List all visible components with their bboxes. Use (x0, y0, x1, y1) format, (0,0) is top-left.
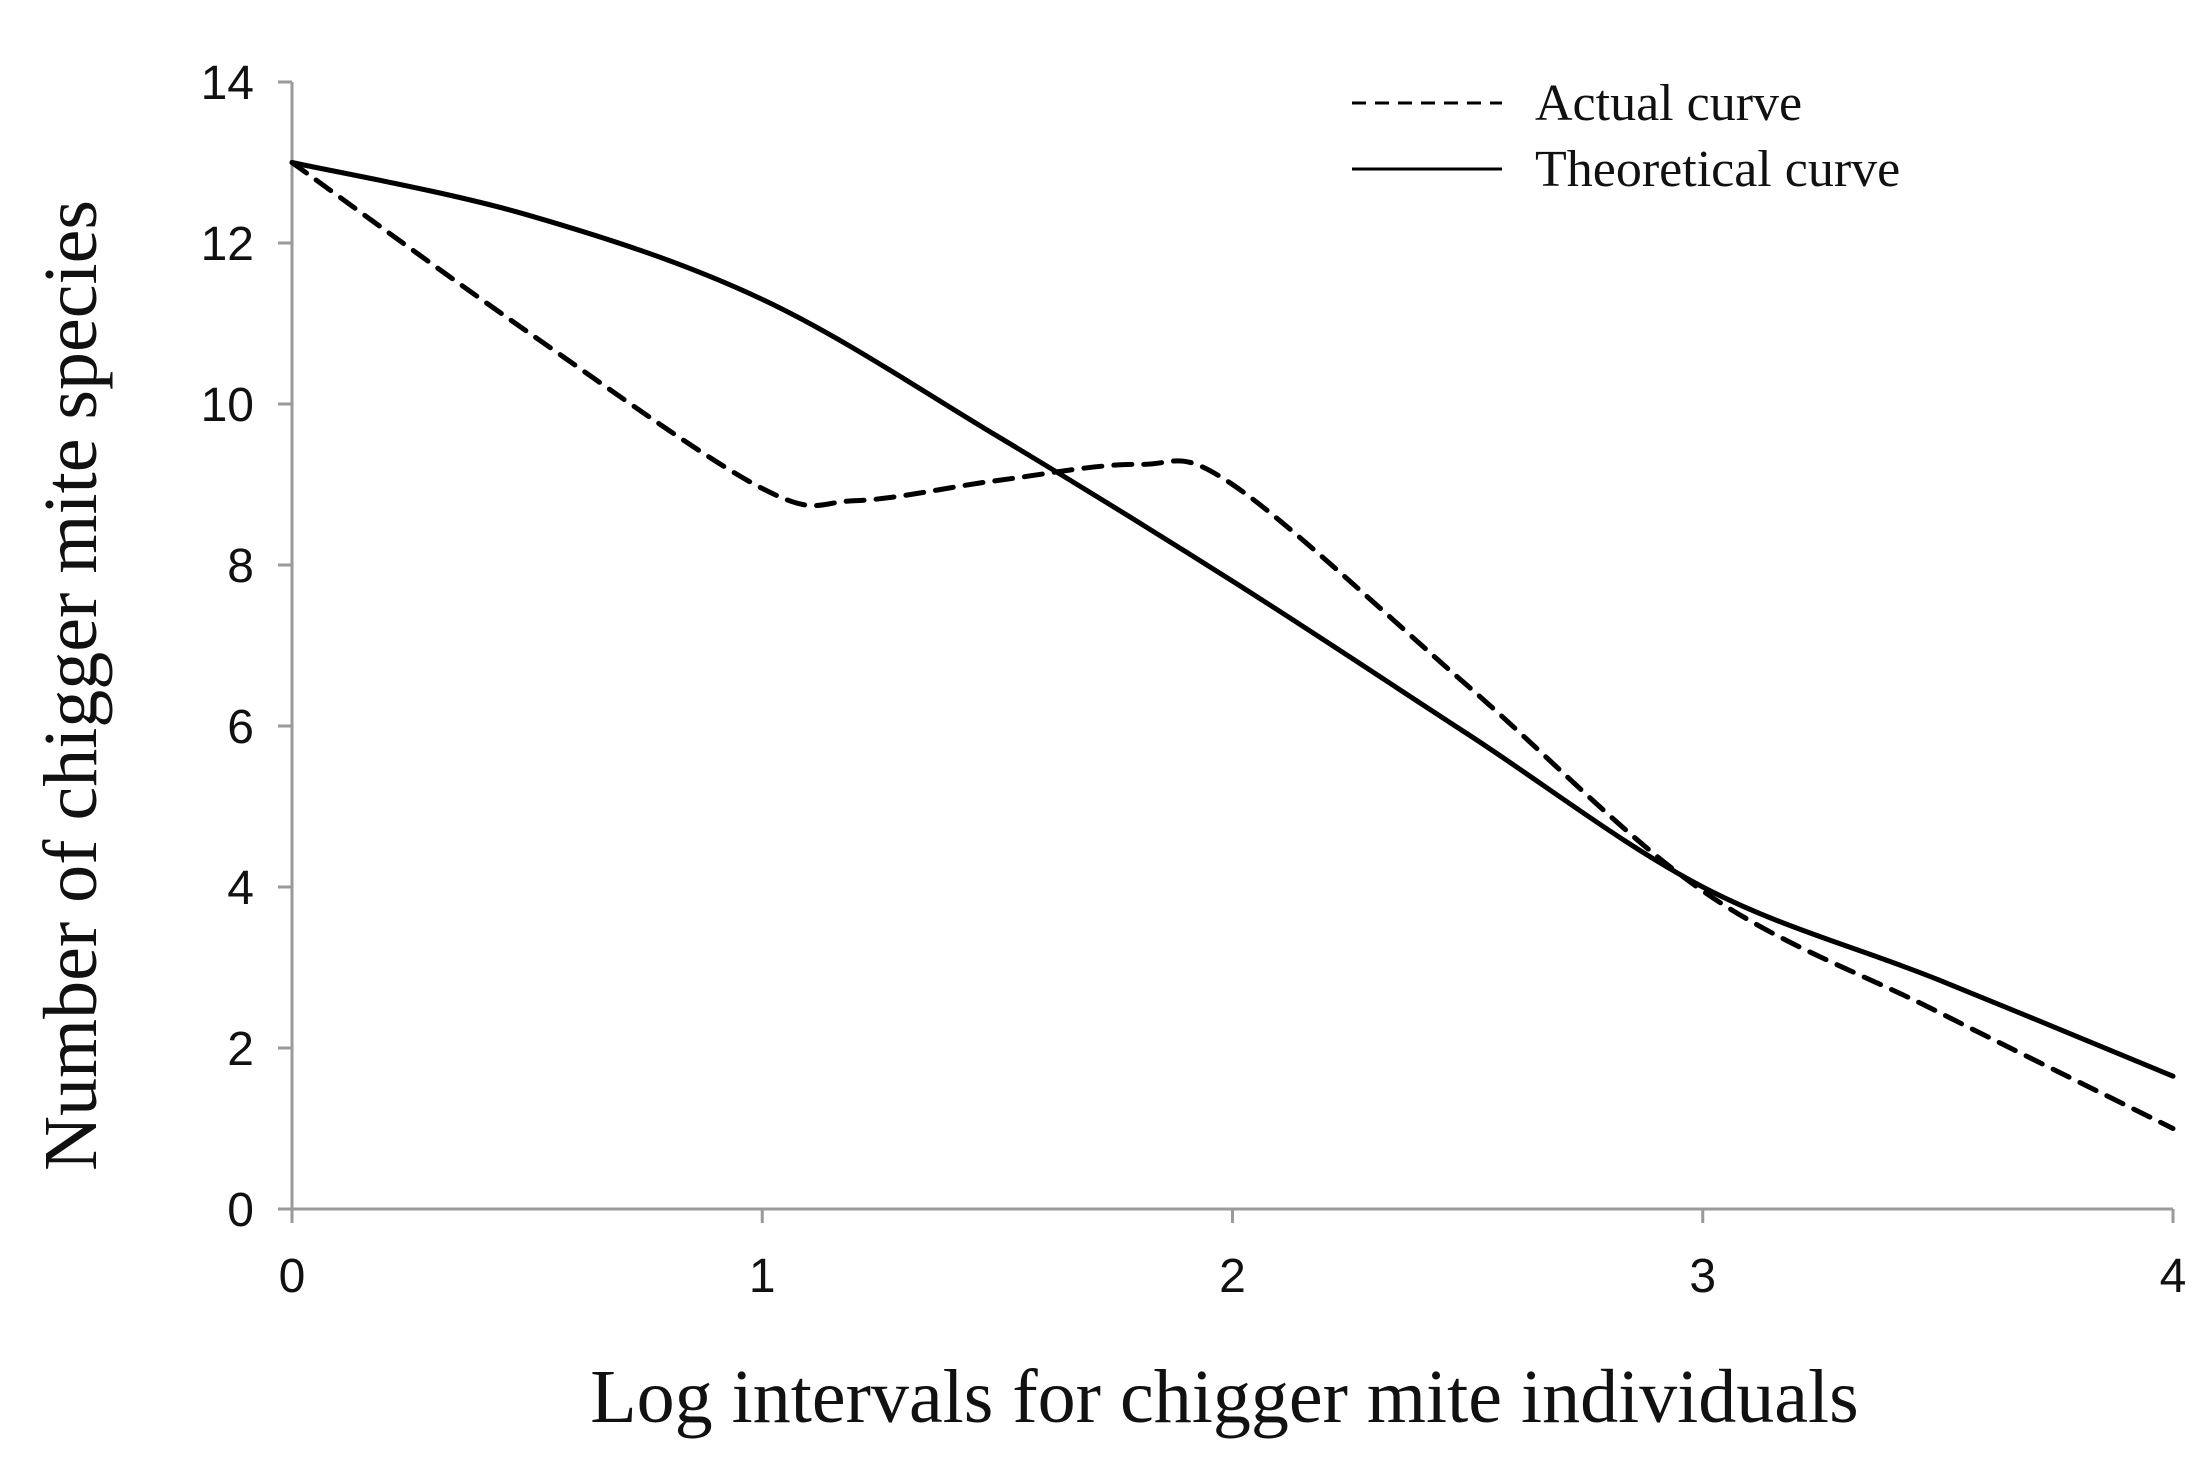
y-axis-title: Number of chigger mite species (29, 200, 113, 1171)
x-tick-label: 2 (1219, 1250, 1246, 1303)
legend-label-actual: Actual curve (1535, 75, 1802, 132)
y-tick-label: 6 (227, 701, 254, 754)
y-tick-label: 14 (201, 57, 254, 110)
theoretical-curve-line (289, 160, 2176, 1079)
y-tick-label: 10 (201, 379, 254, 432)
x-axis-title: Log intervals for chigger mite individua… (590, 1355, 1858, 1439)
x-tick-label: 3 (1689, 1250, 1716, 1303)
x-tick-label: 1 (749, 1250, 776, 1303)
legend: Actual curve Theoretical curve (1352, 75, 1900, 198)
series (289, 160, 2176, 1131)
y-tick-label: 8 (227, 540, 254, 593)
y-tick-label: 0 (227, 1184, 254, 1237)
y-tick-label: 2 (227, 1023, 254, 1076)
axes (290, 82, 2173, 1211)
actual-curve-line (289, 160, 2176, 1131)
x-tick-label: 4 (2160, 1250, 2187, 1303)
legend-label-theoretical: Theoretical curve (1535, 141, 1900, 198)
y-tick-label: 4 (227, 862, 254, 915)
x-tick-label: 0 (279, 1250, 306, 1303)
y-tick-label: 12 (201, 218, 254, 271)
